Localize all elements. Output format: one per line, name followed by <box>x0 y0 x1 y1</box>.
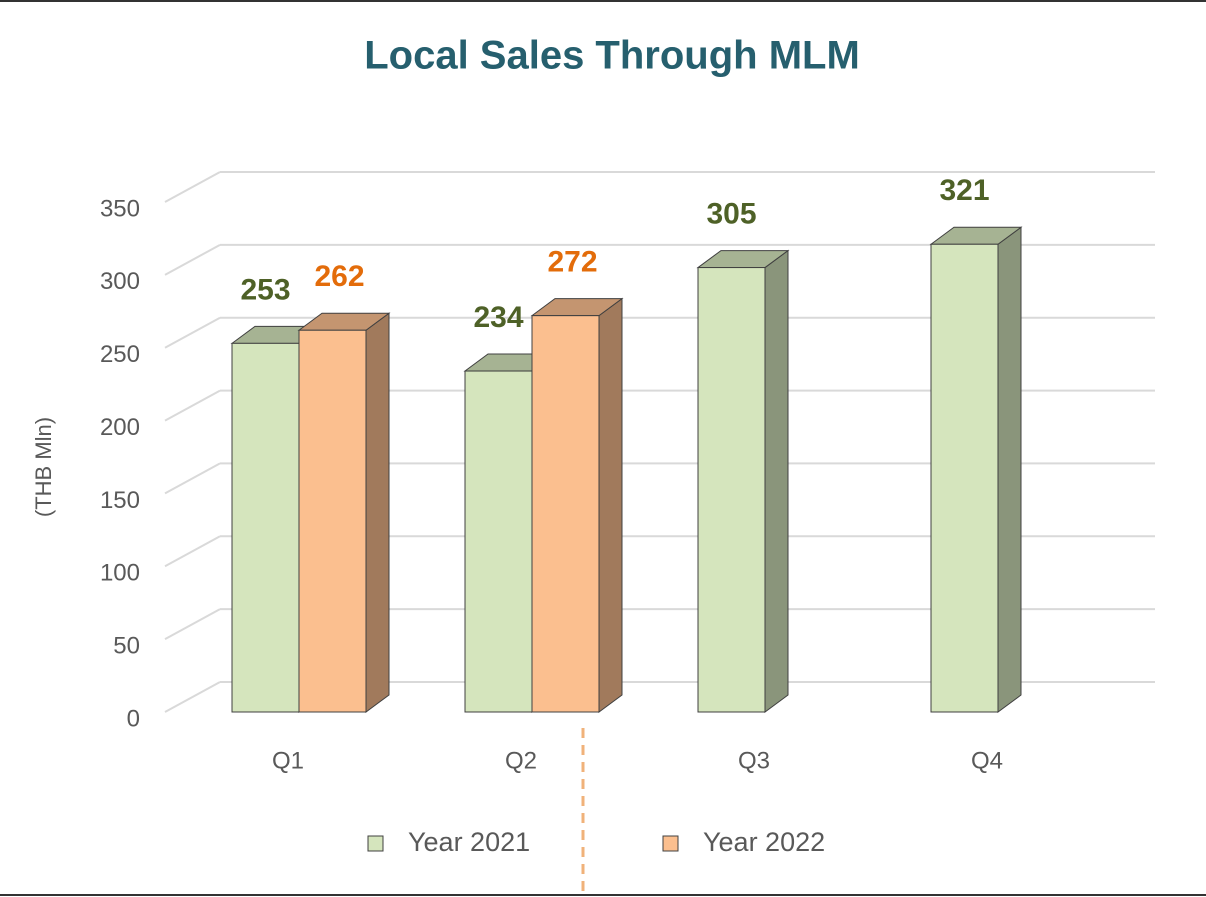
data-label: 321 <box>939 174 989 207</box>
chart-title: Local Sales Through MLM <box>364 34 860 78</box>
grid-line <box>164 535 221 568</box>
bar-side <box>997 226 1022 713</box>
data-label: 234 <box>473 301 523 334</box>
bar-side <box>764 249 789 713</box>
grid-line <box>164 389 221 422</box>
legend-swatch <box>662 835 679 852</box>
grid-line <box>164 462 221 495</box>
y-tick-label: 150 <box>100 487 140 514</box>
data-label: 272 <box>547 246 597 279</box>
legend-label: Year 2022 <box>703 827 825 857</box>
bar-side <box>598 297 623 713</box>
x-tick-label: Q1 <box>272 747 304 774</box>
x-tick-label: Q4 <box>971 747 1003 774</box>
y-tick-label: 300 <box>100 268 140 295</box>
legend-label: Year 2021 <box>408 827 530 857</box>
y-tick-label: 0 <box>127 705 140 732</box>
bar-front <box>464 370 533 713</box>
bar-side <box>365 312 390 713</box>
bar <box>530 297 624 713</box>
x-tick-label: Q2 <box>505 747 537 774</box>
legend-swatch <box>367 835 384 852</box>
bar-front <box>697 267 766 713</box>
grid-line <box>164 316 221 349</box>
bar <box>297 312 391 713</box>
data-label: 305 <box>706 197 756 230</box>
y-tick-label: 100 <box>100 560 140 587</box>
grid-line <box>164 608 221 641</box>
data-label: 262 <box>314 260 364 293</box>
grid-line <box>164 243 221 276</box>
bar <box>696 249 790 713</box>
grid-line <box>164 681 221 713</box>
y-tick-label: 50 <box>113 632 140 659</box>
y-axis-label: (THB Mln) <box>31 417 56 517</box>
bar <box>929 226 1023 713</box>
y-tick-label: 250 <box>100 341 140 368</box>
data-label: 253 <box>240 273 290 306</box>
y-tick-label: 200 <box>100 414 140 441</box>
bar-front <box>298 329 367 713</box>
bar-front <box>531 315 600 713</box>
bar-front <box>930 243 999 713</box>
grid-line <box>164 171 221 203</box>
bar-front <box>231 342 300 713</box>
x-tick-label: Q3 <box>738 747 770 774</box>
y-tick-label: 350 <box>100 195 140 222</box>
